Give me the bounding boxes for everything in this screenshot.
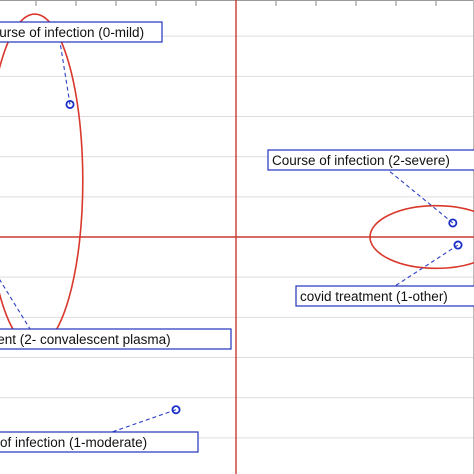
- label-box-mild: [0, 21, 163, 43]
- label-box-severe: [267, 149, 474, 171]
- point-labels: Course of infection (0-mild) Course of in…: [0, 21, 474, 453]
- label-moderate: se of infection (1-moderate): [0, 435, 147, 450]
- label-box-other: [295, 285, 474, 307]
- label-plasma: treatment (2- convalescent plasma): [0, 332, 171, 347]
- point-moderate: [171, 405, 181, 415]
- label-severe: Course of infection (2-severe): [272, 153, 450, 168]
- label-box-plasma: [0, 328, 232, 350]
- point-other: [453, 240, 463, 250]
- leader-line: [394, 244, 459, 287]
- label-other: covid treatment (1-other): [300, 289, 448, 304]
- leader-line: [59, 41, 71, 105]
- label-box-moderate: [0, 431, 199, 453]
- point-severe: [448, 218, 458, 228]
- leader-line: [0, 279, 31, 330]
- leader-line: [111, 409, 177, 433]
- point-mild: [65, 99, 75, 109]
- leader-lines: [0, 41, 459, 433]
- data-points: [65, 99, 463, 415]
- label-mild: Course of infection (0-mild): [0, 25, 144, 40]
- ellipse-left: [0, 13, 84, 349]
